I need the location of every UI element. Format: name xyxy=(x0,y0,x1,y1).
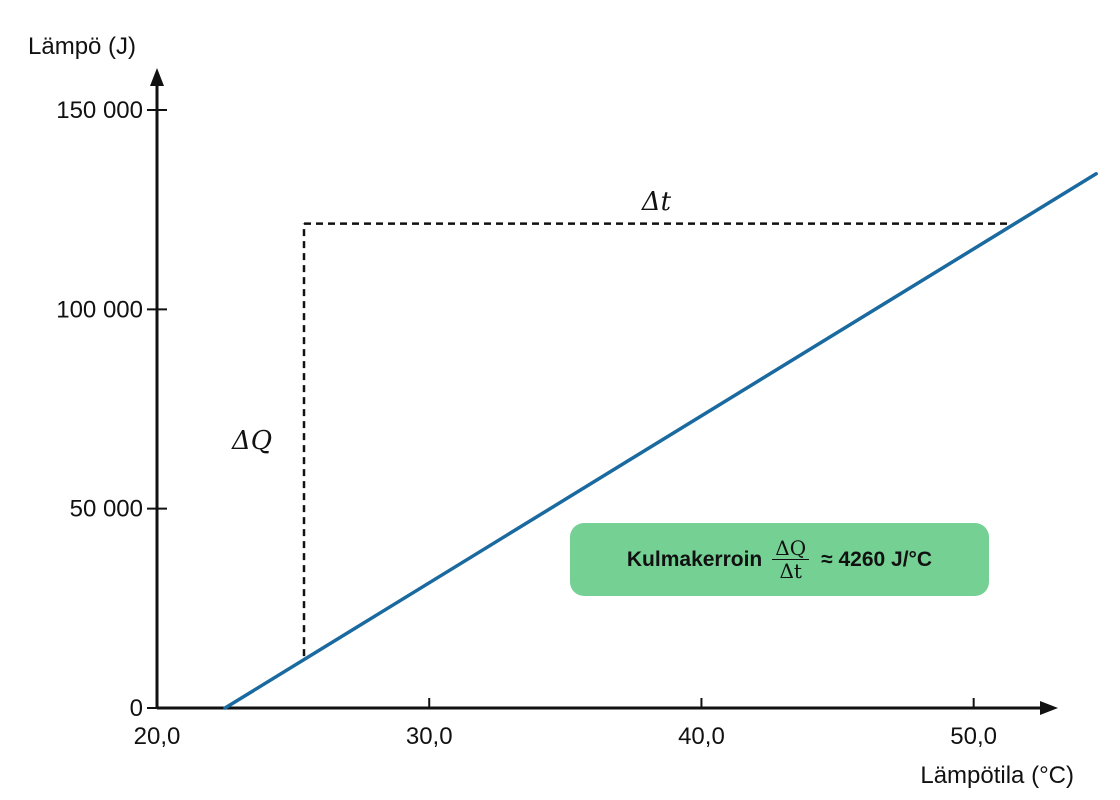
x-tick-label: 20,0 xyxy=(134,723,181,750)
slope-fraction-denominator: Δt xyxy=(779,559,802,583)
delta-t-label: Δt xyxy=(641,187,672,217)
slope-label: Kulmakerroin xyxy=(626,547,763,571)
y-tick-label: 100 000 xyxy=(56,296,143,323)
x-tick-label: 50,0 xyxy=(950,723,997,750)
slope-value: ≈ 4260 J/°C xyxy=(821,547,933,571)
y-tick-label: 50 000 xyxy=(70,496,143,523)
slope-annotation: Kulmakerroin ΔQ Δt ≈ 4260 J/°C xyxy=(570,523,989,596)
slope-fraction: ΔQ Δt xyxy=(772,537,810,583)
y-axis-label: Lämpö (J) xyxy=(28,33,136,60)
y-tick-label: 150 000 xyxy=(56,97,143,124)
slope-fraction-numerator: ΔQ xyxy=(772,537,810,560)
x-tick-label: 30,0 xyxy=(406,723,453,750)
series-line xyxy=(223,172,1098,710)
x-tick-label: 40,0 xyxy=(678,723,725,750)
x-axis-arrow xyxy=(1040,701,1058,715)
y-tick-label: 0 xyxy=(130,695,143,722)
delta-q-label: ΔQ xyxy=(231,426,272,456)
y-axis-arrow xyxy=(150,68,164,86)
x-axis-label: Lämpötila (°C) xyxy=(920,762,1074,789)
